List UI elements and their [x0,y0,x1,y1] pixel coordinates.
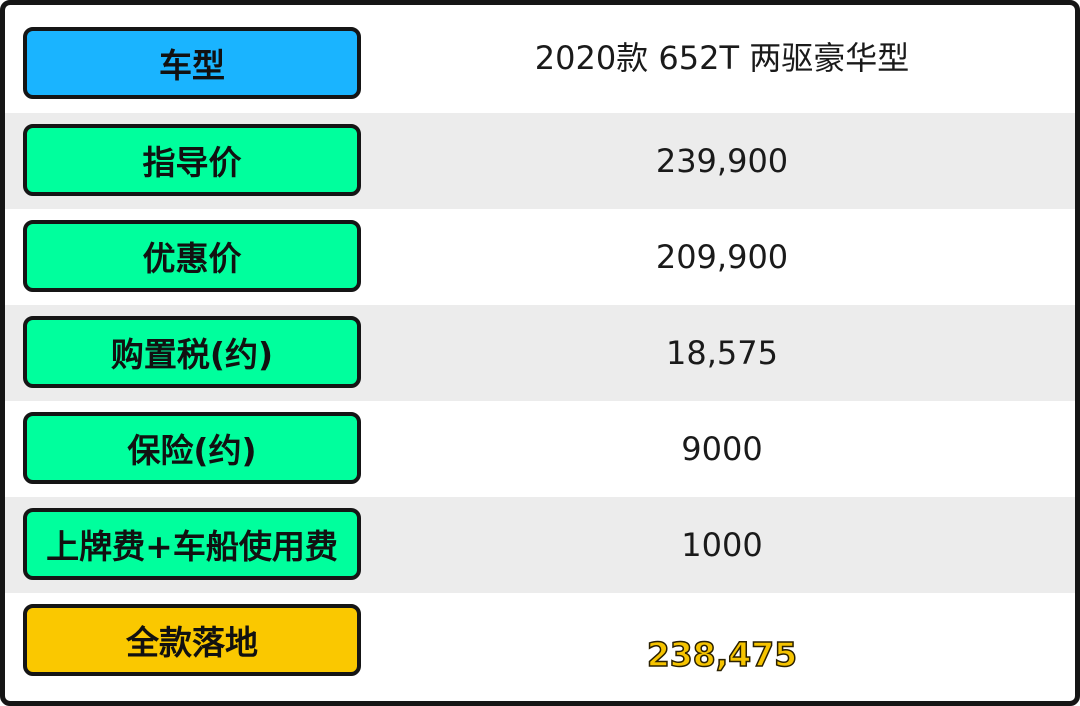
purchase-tax-label: 购置税(约) [23,316,361,388]
car-model-value: 2020款 652T 两驱豪华型 [534,38,910,77]
row-car-model: 车型 2020款 652T 两驱豪华型 [5,5,1075,101]
registration-fees-label: 上牌费+车船使用费 [23,508,361,580]
insurance-value: 9000 [681,430,763,468]
row-insurance: 保险(约) 9000 [5,401,1075,497]
row-total-price: 全款落地 238,475 [5,593,1075,701]
row-registration-fees: 上牌费+车船使用费 1000 [5,497,1075,593]
total-price-label: 全款落地 [23,604,361,676]
car-model-label: 车型 [23,27,361,99]
discount-price-value: 209,900 [655,238,789,276]
total-price-value: 238,475 [646,634,798,675]
purchase-tax-value: 18,575 [666,334,778,372]
row-guide-price: 指导价 239,900 [5,113,1075,209]
insurance-label: 保险(约) [23,412,361,484]
guide-price-value: 239,900 [655,142,789,180]
discount-price-label: 优惠价 [23,220,361,292]
row-discount-price: 优惠价 209,900 [5,209,1075,305]
registration-fees-value: 1000 [681,526,763,564]
row-purchase-tax: 购置税(约) 18,575 [5,305,1075,401]
guide-price-label: 指导价 [23,124,361,196]
